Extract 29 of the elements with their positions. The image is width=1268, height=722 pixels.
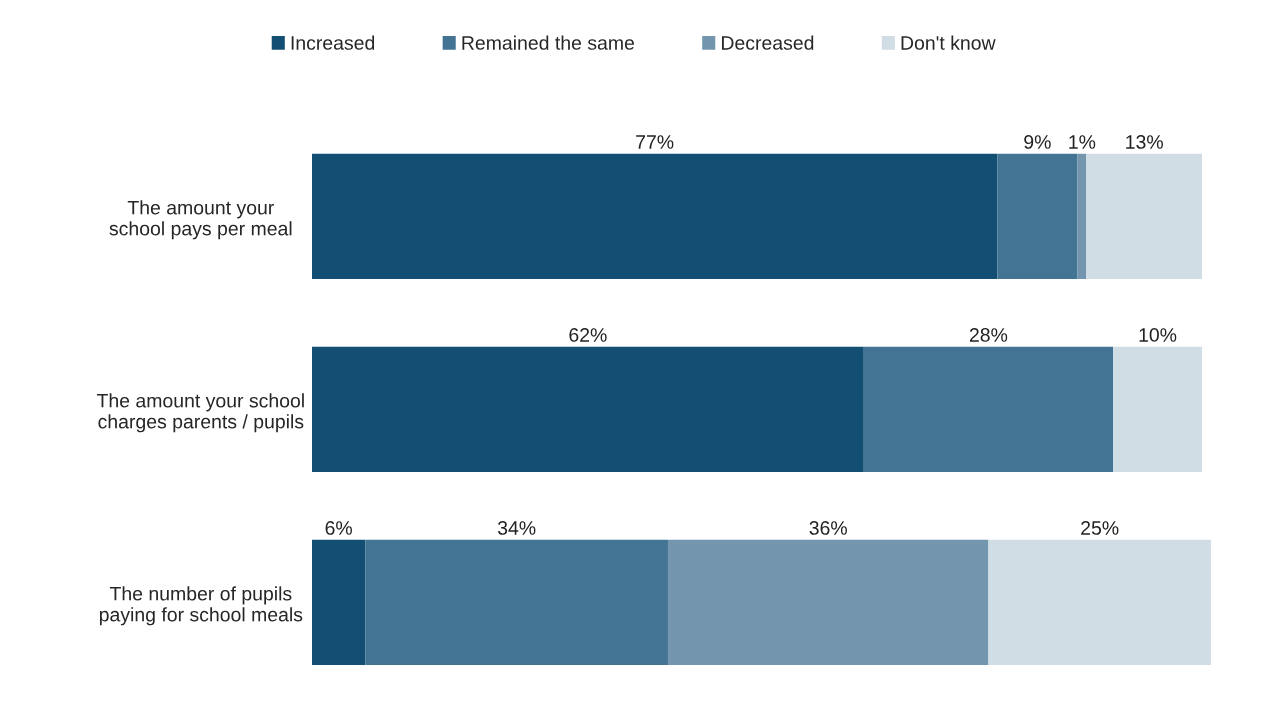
data-label: 1% [1069,135,1096,149]
bar [311,153,998,280]
data-label: 10% [1139,328,1177,342]
data-label: 9% [1024,135,1051,149]
bar [1113,346,1203,473]
y-tick-label: The amount your school pays per meal [109,200,292,240]
y-tick-label: The number of pupils paying for school meals [99,586,303,626]
bar [988,539,1211,666]
bar [667,539,989,666]
data-label: 25% [1081,521,1119,535]
bar [311,346,864,473]
legend-label: Don't know [901,35,996,50]
bar [997,153,1078,280]
legend-label: Decreased [722,35,814,50]
bar [1077,153,1087,280]
bar [1086,153,1203,280]
data-label: 28% [969,328,1008,342]
data-label: 36% [809,521,847,535]
legend-label: Remained the same [462,35,635,50]
data-label: 62% [569,328,607,342]
data-label: 6% [325,521,352,535]
bar [311,539,366,666]
bar [365,539,668,666]
data-label: 13% [1126,135,1163,149]
data-label: 34% [497,521,536,535]
bar [863,346,1114,473]
legend-label: Increased [291,35,375,50]
data-label: 77% [636,135,674,149]
y-tick-label: The amount your school charges parents / pupils [96,393,304,433]
